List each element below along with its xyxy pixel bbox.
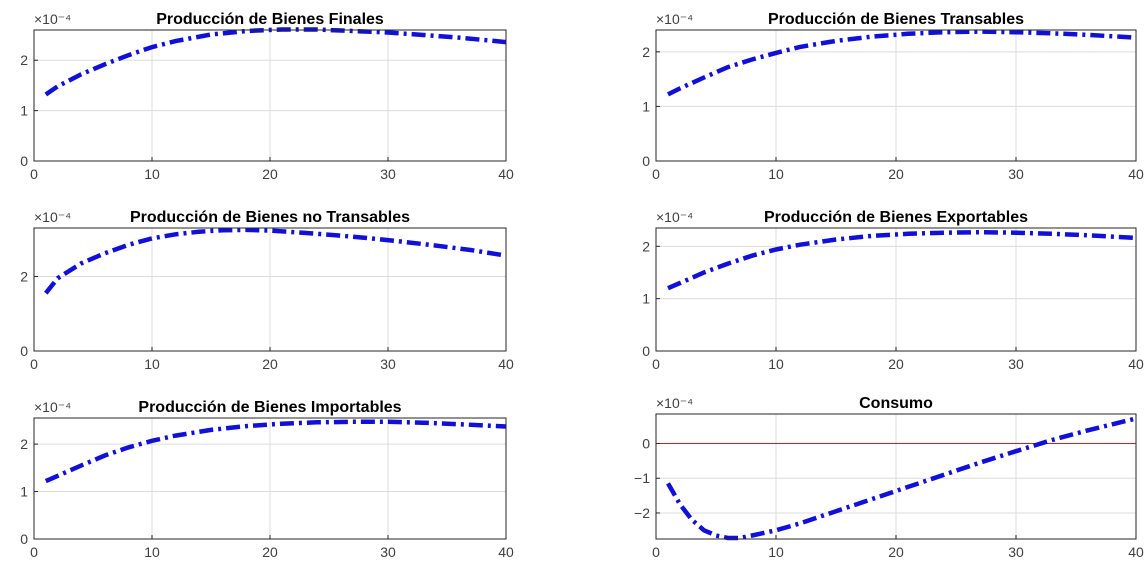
x-tick-label: 10: [144, 356, 160, 372]
panel-produccion-bienes-importables: 0 10 20 30 40 0 1 2 ×10⁻⁴ Producción de Bienes Im…: [20, 399, 514, 560]
x-tick-label: 20: [262, 166, 278, 182]
series-line: [44, 419, 507, 484]
y-exponent-label: ×10⁻⁴: [656, 395, 693, 411]
series-line: [667, 229, 1137, 291]
x-tick-label: 30: [1008, 356, 1024, 372]
x-tick-label: 30: [1008, 166, 1024, 182]
y-tick-label: 2: [20, 52, 28, 68]
panel-produccion-bienes-no-transables: 0 10 20 30 40 0 2 ×10⁻⁴ Producción de Bienes no …: [20, 209, 514, 372]
y-tick-label: 0: [642, 343, 650, 359]
y-tick-label: 0: [642, 153, 650, 169]
x-tick-label: 20: [262, 356, 278, 372]
x-tick-label: 40: [498, 166, 514, 182]
x-tick-label: 20: [888, 166, 904, 182]
panel-consumo: 0 10 20 30 40 −2 −1 0 ×10⁻⁴ Consumo: [634, 395, 1144, 560]
panel-title: Producción de Bienes Exportables: [764, 209, 1028, 226]
x-tick-label: 40: [1128, 544, 1144, 560]
panel-title: Producción de Bienes Importables: [138, 399, 401, 416]
y-tick-label: 0: [642, 436, 650, 452]
series-line: [44, 27, 507, 97]
panel-produccion-bienes-exportables: 0 10 20 30 40 0 1 2 ×10⁻⁴ Producción de Bienes Ex…: [642, 209, 1144, 372]
y-tick-label: 2: [20, 268, 28, 284]
x-tick-label: 40: [1128, 166, 1144, 182]
x-tick-label: 0: [30, 544, 38, 560]
x-tick-label: 20: [262, 544, 278, 560]
y-tick-label: 2: [20, 436, 28, 452]
series-line: [666, 416, 1137, 541]
panel-produccion-bienes-finales: 0 10 20 30 40 0 1 2 ×10⁻⁴ Producción de Bienes Fi…: [20, 11, 514, 182]
y-tick-label: −2: [634, 505, 650, 521]
y-tick-label: 0: [20, 531, 28, 547]
y-tick-label: 0: [20, 153, 28, 169]
x-tick-label: 30: [380, 544, 396, 560]
y-tick-label: 1: [20, 484, 28, 500]
panel-title: Producción de Bienes Finales: [156, 11, 384, 28]
x-tick-label: 10: [768, 166, 784, 182]
x-tick-label: 20: [888, 356, 904, 372]
y-tick-label: 0: [20, 343, 28, 359]
y-exponent-label: ×10⁻⁴: [34, 11, 71, 27]
x-tick-label: 0: [30, 356, 38, 372]
x-tick-label: 40: [498, 544, 514, 560]
y-tick-label: 2: [642, 44, 650, 60]
x-tick-label: 40: [498, 356, 514, 372]
y-exponent-label: ×10⁻⁴: [656, 209, 693, 225]
y-tick-label: 1: [642, 98, 650, 114]
y-tick-label: −1: [634, 470, 650, 486]
y-exponent-label: ×10⁻⁴: [656, 11, 693, 27]
x-tick-label: 0: [652, 356, 660, 372]
x-tick-label: 0: [652, 166, 660, 182]
series-line: [666, 29, 1137, 97]
x-tick-label: 30: [380, 356, 396, 372]
panel-produccion-bienes-transables: 0 10 20 30 40 0 1 2 ×10⁻⁴ Producción de Bienes Tr…: [642, 11, 1144, 182]
y-tick-label: 2: [642, 238, 650, 254]
x-tick-label: 10: [768, 356, 784, 372]
x-tick-label: 30: [1008, 544, 1024, 560]
x-tick-label: 10: [768, 544, 784, 560]
panel-title: Producción de Bienes no Transables: [130, 209, 410, 226]
x-tick-label: 0: [652, 544, 660, 560]
x-tick-label: 20: [888, 544, 904, 560]
x-tick-label: 0: [30, 166, 38, 182]
y-exponent-label: ×10⁻⁴: [34, 209, 71, 225]
x-tick-label: 40: [1128, 356, 1144, 372]
x-tick-label: 10: [144, 544, 160, 560]
x-tick-label: 10: [144, 166, 160, 182]
y-tick-label: 1: [20, 103, 28, 119]
panel-title: Producción de Bienes Transables: [768, 11, 1024, 28]
y-tick-label: 1: [642, 291, 650, 307]
panel-title: Consumo: [859, 395, 933, 412]
x-tick-label: 30: [380, 166, 396, 182]
y-exponent-label: ×10⁻⁴: [34, 399, 71, 415]
